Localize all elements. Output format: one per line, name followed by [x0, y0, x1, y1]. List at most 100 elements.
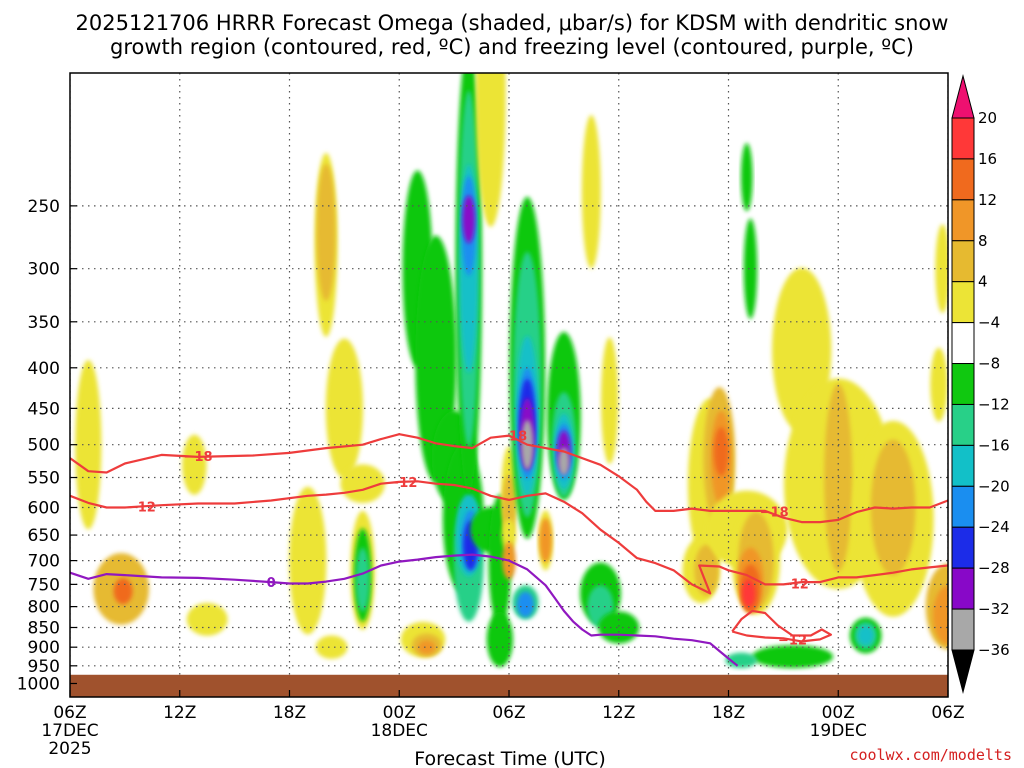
y-tick-label-400: 400 [28, 359, 60, 379]
colorbar-label--32: −32 [978, 600, 1010, 618]
colorbar-band-9 [951, 485, 975, 528]
colorbar-bottom-arrow [951, 649, 975, 694]
chart-title-line1: 2025121706 HRRR Forecast Omega (shaded, … [76, 11, 949, 35]
y-tick-label-900: 900 [28, 638, 60, 658]
x-date-label-0: 17DEC [41, 721, 98, 741]
colorbar-label-16: 16 [978, 150, 997, 168]
colorbar-band-3 [951, 240, 975, 283]
colorbar-band-0 [951, 117, 975, 160]
omega-cell-82 [857, 625, 874, 646]
omega-cell-79 [751, 645, 834, 669]
contour--12C-loop [731, 609, 833, 643]
colorbar-label-8: 8 [978, 232, 988, 250]
contour-label-5: −12 [780, 577, 809, 592]
chart-title-line2: growth region (contoured, red, ºC) and f… [110, 35, 914, 59]
contour-lines [70, 433, 948, 667]
y-tick-label-550: 550 [28, 469, 60, 489]
colorbar-band-5 [951, 322, 975, 365]
colorbar-label--36: −36 [978, 641, 1010, 659]
colorbar-label-20: 20 [978, 109, 997, 127]
y-tick-label-800: 800 [28, 598, 60, 618]
omega-cell-29 [462, 195, 476, 244]
contour-label-3: −12 [127, 500, 156, 515]
omega-cell-13 [316, 163, 336, 301]
omega-cell-45 [516, 591, 535, 618]
colorbar-band-1 [951, 158, 975, 201]
colorbar-label--28: −28 [978, 559, 1010, 577]
colorbar-band-8 [951, 444, 975, 487]
contour-0C [70, 553, 739, 667]
omega-cell-69 [741, 579, 756, 608]
y-tick-label-250: 250 [28, 197, 60, 217]
x-tick-label-42: 00Z [822, 703, 855, 723]
x-tick-label-30: 12Z [602, 703, 635, 723]
y-tick-label-600: 600 [28, 498, 60, 518]
y-axis: 2503003504004505005506006507007508008509… [17, 197, 77, 694]
contour-label-1: −18 [498, 430, 527, 445]
colorbar-top-arrow [951, 74, 975, 119]
omega-cell-36 [486, 611, 513, 667]
omega-cell-3 [182, 434, 207, 495]
colorbar-band-2 [951, 199, 975, 242]
contour-label-0: −18 [184, 450, 213, 465]
x-year-label-0: 2025 [48, 739, 91, 759]
colorbar-label--24: −24 [978, 518, 1010, 536]
colorbar-label--4: −4 [978, 314, 1000, 332]
y-tick-label-750: 750 [28, 575, 60, 595]
omega-cell-83 [725, 652, 758, 669]
colorbar: 20 16 12 8 4 −4 −8 −12 −16 −20 −24 −28 −32 −36 [951, 74, 1010, 694]
colorbar-label--16: −16 [978, 436, 1010, 454]
omega-cell-84 [935, 224, 948, 314]
omega-cell-4 [186, 602, 228, 636]
y-tick-label-950: 950 [28, 657, 60, 677]
omega-cell-85 [930, 347, 948, 422]
y-tick-label-350: 350 [28, 313, 60, 333]
colorbar-label--20: −20 [978, 477, 1010, 495]
colorbar-label-4: 4 [978, 273, 988, 291]
y-tick-label-300: 300 [28, 260, 60, 280]
x-date-label-18: 18DEC [371, 721, 428, 741]
contour--18C [70, 433, 948, 524]
omega-cell-87 [581, 114, 601, 269]
omega-cell-5 [289, 486, 327, 635]
y-tick-label-850: 850 [28, 618, 60, 638]
omega-cell-17 [355, 547, 370, 612]
omega-cell-77 [743, 218, 758, 319]
x-date-label-42: 19DEC [810, 721, 867, 741]
plot-area: −18 −18 −18 −12 −12 −12 −12 0 [69, 72, 949, 698]
omega-cell-54 [601, 337, 619, 464]
colorbar-band-7 [951, 403, 975, 446]
omega-cell-47 [539, 518, 552, 563]
contour-label-4: −12 [388, 476, 417, 491]
omega-cell-6 [315, 635, 348, 659]
y-tick-label-450: 450 [28, 399, 60, 419]
omega-cell-8 [325, 338, 364, 479]
omega-cell-63 [694, 544, 719, 596]
x-tick-label-24: 06Z [492, 703, 525, 723]
colorbar-label--8: −8 [978, 355, 1000, 373]
omega-cell-53 [558, 447, 570, 476]
x-tick-label-12: 18Z [273, 703, 306, 723]
x-tick-label-48: 06Z [931, 703, 964, 723]
contour-label-2: −18 [760, 505, 789, 520]
contour-labels: −18 −18 −18 −12 −12 −12 −12 0 [127, 430, 809, 649]
x-tick-label-0: 06Z [53, 703, 86, 723]
omega-cell-2 [113, 578, 133, 605]
y-tick-label-1000: 1000 [17, 674, 60, 694]
contour--12C [70, 480, 948, 595]
y-tick-label-500: 500 [28, 436, 60, 456]
omega-cell-78 [740, 143, 753, 212]
x-axis-label: Forecast Time (UTC) [414, 748, 605, 768]
omega-cell-9 [340, 464, 385, 504]
x-tick-label-18: 00Z [383, 703, 416, 723]
omega-cell-86 [475, 73, 506, 227]
colorbar-band-4 [951, 281, 975, 324]
omega-cell-76 [933, 585, 948, 645]
colorbar-band-6 [951, 363, 975, 405]
contour-label-7: 0 [267, 576, 276, 591]
colorbar-band-12 [951, 608, 975, 651]
omega-cell-61 [713, 427, 729, 476]
colorbar-label-12: 12 [978, 191, 997, 209]
